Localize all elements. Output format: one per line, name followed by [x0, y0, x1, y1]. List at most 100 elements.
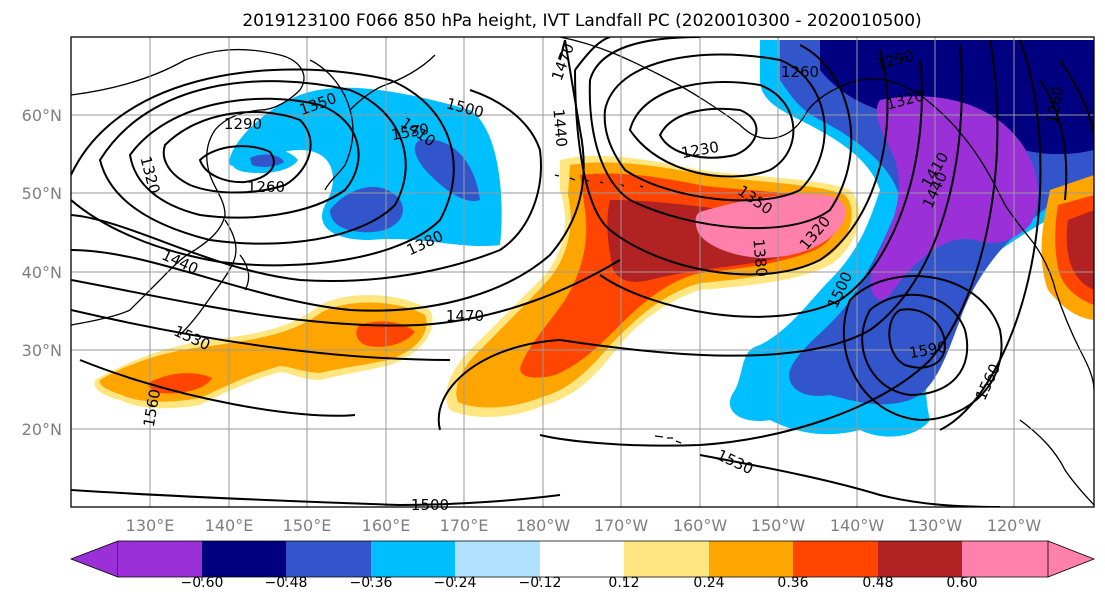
- contour-label: 1380: [749, 238, 770, 278]
- latitude-label: 40°N: [22, 263, 62, 282]
- ivt-positive-region-coast-darkred: [1066, 210, 1094, 290]
- colorbar-extend-high: [1047, 540, 1096, 578]
- contour-label-text: 1440: [549, 108, 570, 148]
- contour-line: [603, 53, 826, 202]
- latitude-label: 30°N: [22, 341, 62, 360]
- latitude-labels: 60°N 50°N 40°N 30°N 20°N: [22, 106, 62, 439]
- contour-label-text: 1260: [781, 63, 819, 81]
- contour-line: [437, 44, 963, 431]
- map-frame: [70, 36, 1095, 508]
- colorbar-extend-low: [69, 540, 119, 578]
- longitude-label: 160°E: [362, 516, 411, 535]
- colorbar-tick-label: −0.12: [519, 575, 562, 591]
- coastline-aleutians: [554, 174, 644, 188]
- longitude-label: 170°W: [594, 516, 649, 535]
- contour-line: [162, 111, 312, 194]
- contour-line: [888, 308, 947, 369]
- colorbar-tick-label: 0.12: [608, 575, 639, 591]
- contour-line: [71, 89, 542, 282]
- ivt-positive-region-main-pink: [695, 194, 846, 258]
- contour-label: 1260: [781, 63, 819, 81]
- colorbar-tick-label: 0.48: [862, 575, 893, 591]
- colorbar-box: [962, 541, 1048, 577]
- contour-label: 1440: [549, 108, 570, 148]
- latitude-label: 50°N: [22, 184, 62, 203]
- contour-label-text: 1470: [446, 307, 484, 325]
- coastline-asia: [71, 48, 305, 326]
- contour-line: [71, 309, 451, 361]
- longitude-label: 150°E: [283, 516, 332, 535]
- contour-labels: 1470150013501410129012601320144012301440…: [136, 41, 1067, 514]
- contour-label-text: 1500: [411, 496, 449, 514]
- coastline-hawaii: [654, 435, 682, 444]
- longitude-label: 160°W: [673, 516, 728, 535]
- contour-line: [559, 39, 923, 318]
- longitude-label: 140°W: [830, 516, 885, 535]
- contour-label: 1290: [224, 115, 262, 133]
- contour-line: [861, 293, 969, 397]
- contour-line: [98, 80, 407, 245]
- contour-line: [842, 275, 1003, 422]
- contour-line: [699, 454, 1001, 507]
- colorbar-tick-label: −0.24: [434, 575, 477, 591]
- longitude-label: 130°E: [126, 516, 175, 535]
- contour-line: [71, 68, 455, 267]
- contour-label: 1470: [446, 307, 484, 325]
- contour-line: [71, 489, 561, 507]
- colorbar-box: [371, 541, 455, 577]
- contour-line: [79, 359, 356, 417]
- colorbar-box: [709, 541, 793, 577]
- coastline-mexico: [1019, 419, 1094, 506]
- contour-line: [128, 97, 360, 219]
- ivt-negative-region-northeast-dark: [820, 40, 1094, 155]
- ivt-negative-region-japan-core: [250, 154, 284, 167]
- contour-line: [658, 107, 758, 159]
- longitude-labels: 130°E 140°E 150°E 160°E 170°E 180°W 170°W 160°W…: [126, 516, 1042, 535]
- colorbar-outline: [118, 540, 1048, 578]
- coastline-kamchatka: [309, 54, 436, 191]
- colorbar-box: [878, 541, 962, 577]
- colorbar-tick-label: −0.48: [265, 575, 308, 591]
- colorbar-tick-label: −0.36: [350, 575, 393, 591]
- latitude-label: 60°N: [22, 106, 62, 125]
- colorbar-box: [286, 541, 371, 577]
- contour-label: 1500: [411, 496, 449, 514]
- longitude-label: 130°W: [908, 516, 963, 535]
- latitude-label: 20°N: [22, 420, 62, 439]
- figure-title: 2019123100 F066 850 hPa height, IVT Land…: [242, 11, 921, 31]
- longitude-label: 140°E: [205, 516, 254, 535]
- contour-line: [939, 39, 1042, 431]
- colorbar-box: [624, 541, 709, 577]
- colorbar-box: [540, 541, 624, 577]
- contour-label-text: 1380: [749, 238, 770, 278]
- contour-line: [71, 259, 621, 327]
- contour-line: [539, 39, 999, 447]
- longitude-label: 120°W: [987, 516, 1042, 535]
- ivt-negative-region-west-core: [330, 186, 404, 233]
- colorbar-box: [793, 541, 878, 577]
- graticule: [71, 37, 1094, 507]
- longitude-label: 150°W: [751, 516, 806, 535]
- colorbar: −0.60 −0.48 −0.36 −0.24 −0.12 0.12 0.24 0.36 0.4…: [69, 540, 1096, 591]
- coastline-alaska: [559, 37, 1094, 391]
- colorbar-tick-label: −0.60: [181, 575, 224, 591]
- contour-label: 1260: [247, 178, 285, 196]
- colorbar-box: [118, 541, 202, 577]
- contour-line: [628, 81, 795, 178]
- coastlines: [71, 37, 1094, 506]
- colorbar-tick-label: 0.36: [777, 575, 808, 591]
- contour-line: [198, 145, 275, 184]
- colorbar-box: [202, 541, 286, 577]
- ivt-negative-region-west: [229, 87, 502, 247]
- longitude-label: 170°E: [440, 516, 489, 535]
- height-contours: [71, 37, 1094, 507]
- contour-line: [71, 39, 585, 312]
- ivt-shading: [94, 40, 1094, 437]
- map-panel: 1470150013501410129012601320144012301440…: [70, 36, 1095, 514]
- colorbar-tick-label: 0.24: [693, 575, 724, 591]
- longitude-label: 180°W: [516, 516, 571, 535]
- contour-line: [574, 37, 889, 276]
- contour-label-text: 1290: [224, 115, 262, 133]
- colorbar-tick-label: 0.60: [946, 575, 977, 591]
